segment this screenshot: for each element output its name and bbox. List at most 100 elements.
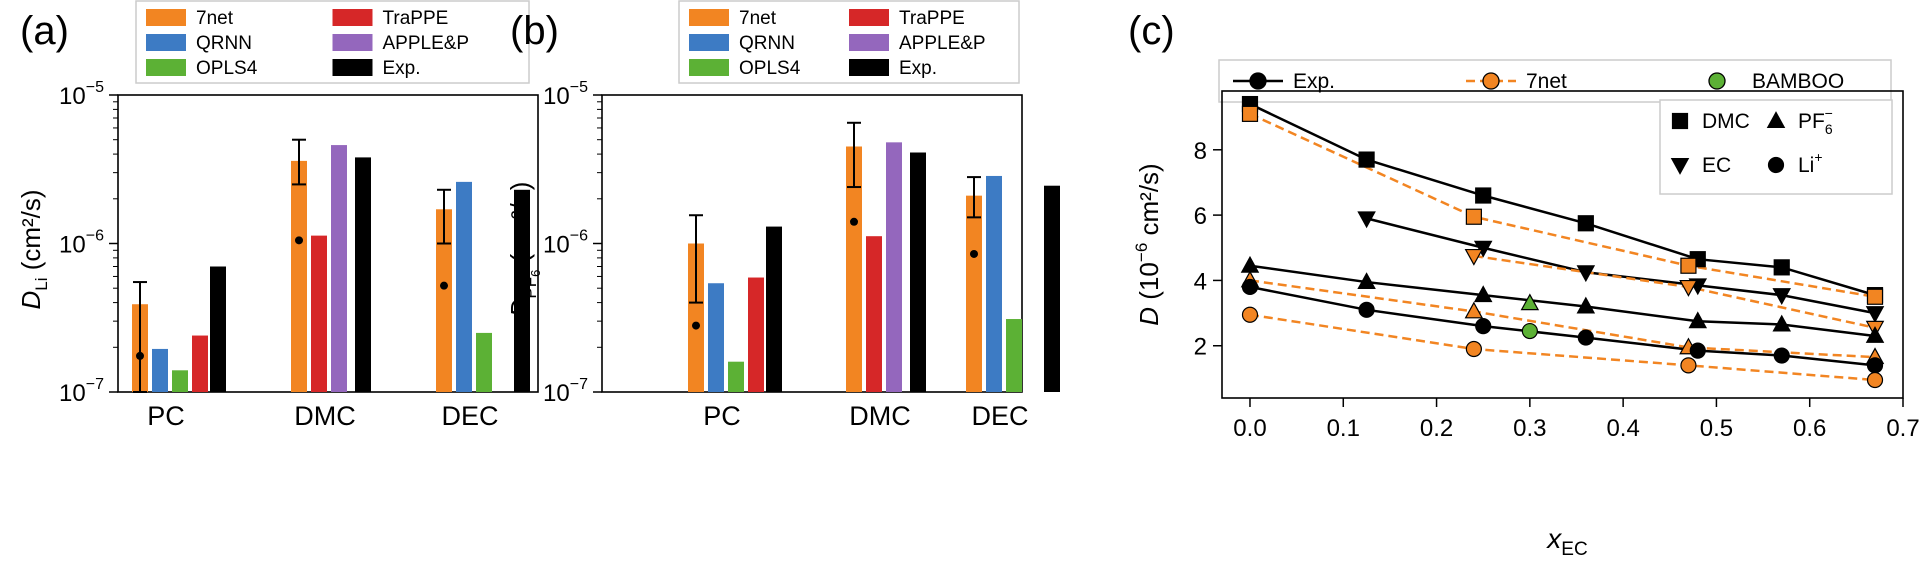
legend-swatch [689,9,729,26]
data-point-7net-pf6- [1464,301,1484,319]
data-point-bamboo-li- [1521,322,1538,340]
line-panel-c: (c) Exp. 7net BAMBOO 0.0 0.1 0.2 0.3 0.4 0.5 0.6 0.… [1128,9,1919,560]
data-point-7net-dmc [1241,105,1259,122]
legend-methods: Exp. 7net BAMBOO [1218,59,1892,103]
data-point-exp-ec [1357,211,1376,229]
bar-panel-a: (a) 7net TraPPE QRNN APPLE&P OPLS4 Exp. 10−7 10−… [16,0,539,431]
legend-swatch [849,59,889,76]
legend-label: APPLE&P [899,33,986,54]
bar-trappe-dmc [311,235,327,392]
bar-exp-dmc [355,157,371,392]
y-tick-label: 10−5 [543,79,588,110]
legend-swatch [332,59,373,76]
y-axis-label: DPF6 (cm²/s) [505,182,543,318]
legend-marker [1249,72,1267,90]
data-point-7net-li- [1241,306,1259,323]
data-point-7net-li- [1465,340,1482,358]
bar-exp-pc [766,226,782,392]
bar-7net-pc [688,243,704,392]
data-point-exp-dmc [1475,187,1492,204]
y-tick-label: 10−5 [59,79,104,110]
legend-swatch [849,34,889,51]
panel-label: (a) [20,9,69,53]
bar-7net-dec [436,209,452,392]
series-line-7net-dmc [1249,112,1876,298]
data-point-7net-li- [1866,371,1884,389]
bar-exp-dmc [910,152,926,392]
x-tick-label: DMC [849,401,911,431]
bar-qrnn-dec [986,175,1002,392]
data-point-7net-li- [1680,357,1697,374]
data-point-exp-pf6- [1240,255,1260,273]
legend-species: DMC PF6− EC Li+ [1659,99,1893,195]
legend-label: DMC [1702,110,1750,133]
legend-swatch [332,9,373,26]
legend-label: TraPPE [383,8,449,29]
x-tick-label: 0.0 [1233,415,1266,442]
bar-7net-dmc [846,146,862,392]
bar-panel-b: (b) 7net TraPPE QRNN APPLE&P OPLS4 Exp. 10−7 10−… [505,0,1060,431]
bar-opls4-pc [728,361,744,392]
legend-label: QRNN [739,33,795,54]
bar-trappe-dmc [866,236,882,392]
legend-label: Li+ [1798,149,1823,177]
data-point-exp-ec [1865,306,1885,323]
data-point-bamboo-pf6- [1520,293,1540,311]
legend-label: APPLE&P [383,33,470,54]
legend-swatch [849,9,889,26]
y-axis-label: DLi (cm²/s) [16,189,51,309]
bar-7net-dec [966,195,982,392]
x-tick-label: DEC [971,401,1028,431]
data-point-exp-li- [1577,329,1594,346]
data-point-exp-pf6- [1576,296,1596,314]
data-point-7net-ec [1464,248,1484,266]
x-tick-label: 0.3 [1513,415,1546,442]
x-tick-label: PC [703,401,741,431]
legend-marker [1767,156,1785,174]
legend-marker [1670,158,1690,175]
bar-exp-dec [514,189,530,392]
legend-swatch [146,59,186,76]
legend-marker [1708,72,1726,90]
x-tick-label: DEC [441,401,498,431]
data-point-exp-li- [1773,347,1790,364]
y-tick-label: 10−6 [543,228,588,259]
legend-label: PF6− [1798,105,1833,137]
marker-dot [295,236,303,245]
legend-label: TraPPE [899,8,965,29]
x-tick-label: PC [147,401,185,431]
bar-qrnn-pc [708,283,724,392]
series-line-7net-li- [1249,313,1876,382]
legend-label: 7net [739,8,777,29]
x-tick-label: 0.4 [1606,415,1639,442]
marker-dot [136,351,144,360]
y-tick-label: 2 [1194,334,1207,361]
y-tick-label: 6 [1194,203,1207,230]
y-tick-label: 10−6 [59,228,104,259]
bar-opls4-dec [1006,319,1022,392]
legend: 7net TraPPE QRNN APPLE&P OPLS4 Exp. [678,0,1020,84]
data-point-7net-dmc [1680,257,1697,274]
bar-qrnn-pc [152,348,168,392]
data-point-exp-pf6- [1357,272,1376,290]
marker-dot [970,249,978,258]
legend-marker [1671,112,1689,130]
data-point-exp-li- [1689,342,1706,359]
axes-frame [117,94,539,393]
y-tick-label: 8 [1194,138,1207,165]
data-point-exp-dmc [1773,259,1790,276]
panel-label: (b) [510,9,559,53]
legend-label: Exp. [1293,70,1335,93]
data-point-exp-dmc [1577,215,1594,232]
bar-trappe-pc [192,335,208,392]
legend-frame [1218,59,1892,103]
legend-swatch [146,34,186,51]
marker-dot [440,281,448,290]
legend-label: 7net [196,8,234,29]
data-point-exp-pf6- [1772,314,1791,332]
marker-dot [692,321,700,330]
bar-opls4-pc [172,370,188,392]
legend-label: Exp. [383,58,421,79]
panel-label: (c) [1128,9,1175,53]
